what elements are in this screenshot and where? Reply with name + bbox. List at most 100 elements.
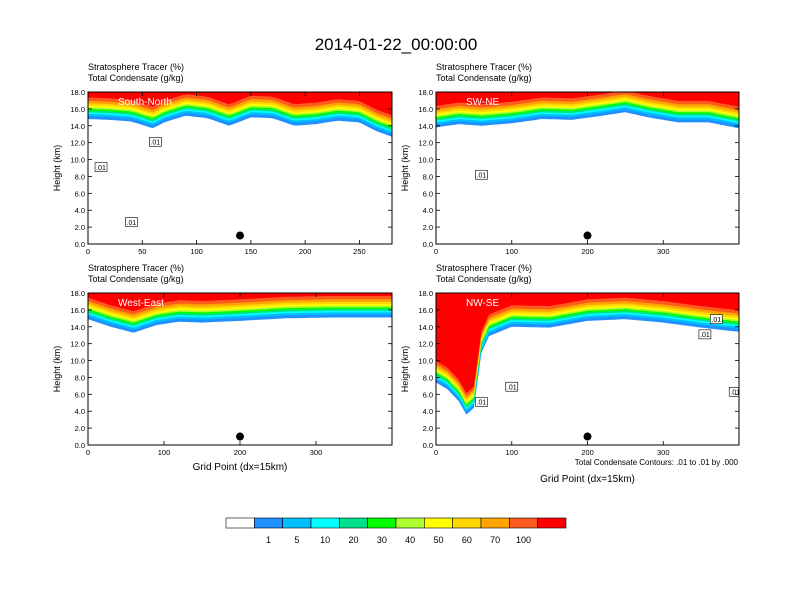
colorbar-swatch-7: [424, 517, 453, 529]
xtick-label: 100: [158, 448, 171, 457]
xtick-label: 0: [86, 448, 90, 457]
colorbar-label: 70: [490, 535, 500, 545]
colorbar-swatch-9: [480, 517, 510, 529]
panel-subtitle: Total Condensate (g/kg): [436, 73, 532, 83]
ytick-label: 2.0: [423, 223, 433, 232]
contour-label-box: [728, 386, 739, 397]
xtick-label: 200: [234, 448, 247, 457]
ytick-label: 0.0: [423, 240, 433, 249]
ytick-label: 10.0: [70, 156, 85, 165]
ytick-label: 8.0: [75, 172, 85, 181]
xtick-label: 0: [434, 448, 438, 457]
panel-label: West-East: [118, 298, 164, 309]
ytick-label: 18.0: [70, 289, 85, 298]
contour-footnote: Total Condensate Contours: .01 to .01 by…: [575, 458, 739, 467]
panels-group: Stratosphere Tracer (%)Total Condensate …: [52, 62, 740, 485]
ytick-label: 8.0: [423, 172, 433, 181]
contour-label: .01: [96, 165, 106, 172]
ytick-label: 0.0: [75, 441, 85, 450]
tracer-band-10: [436, 293, 739, 394]
contour-label-box: [698, 329, 712, 340]
colorbar-label: 40: [405, 535, 415, 545]
contour-label: .01: [711, 317, 721, 324]
ytick-label: 16.0: [418, 306, 433, 315]
panel-subtitle: Stratosphere Tracer (%): [88, 263, 184, 273]
contour-label: .01: [477, 400, 487, 407]
ytick-label: 14.0: [418, 323, 433, 332]
colorbar-label: 30: [377, 535, 387, 545]
panel-nw-se: Stratosphere Tracer (%) Total Condensate …: [400, 263, 740, 485]
ytick-label: 10.0: [70, 357, 85, 366]
ytick-label: 0.0: [423, 441, 433, 450]
xtick-label: 100: [505, 448, 518, 457]
ytick-label: 4.0: [423, 407, 433, 416]
contour-label: .01: [150, 140, 160, 147]
ytick-label: 6.0: [423, 189, 433, 198]
ytick-label: 18.0: [70, 88, 85, 97]
xtick-label: 200: [581, 247, 594, 256]
xtick-label: 0: [86, 247, 90, 256]
ytick-label: 4.0: [423, 206, 433, 215]
ytick-label: 10.0: [418, 357, 433, 366]
xtick-label: 100: [505, 247, 518, 256]
ytick-label: 16.0: [70, 105, 85, 114]
colorbar-label: 100: [516, 535, 531, 545]
panel-subtitle: Stratosphere Tracer (%): [436, 62, 532, 72]
contour-label-box: [475, 397, 488, 407]
ytick-label: 4.0: [75, 407, 85, 416]
colorbar-swatch-11: [537, 517, 567, 529]
ytick-label: 18.0: [418, 88, 433, 97]
y-axis-label: Height (km): [400, 145, 410, 192]
x-axis-label: Grid Point (dx=15km): [540, 474, 635, 485]
contour-label: .01: [730, 390, 740, 397]
ytick-label: 4.0: [75, 206, 85, 215]
colorbar-label: 50: [433, 535, 443, 545]
panel-label: South-North: [118, 97, 172, 108]
colorbar-label: 5: [294, 535, 299, 545]
contour-label-box: [505, 381, 519, 392]
x-axis-label: Grid Point (dx=15km): [193, 462, 288, 473]
y-axis-label: Height (km): [52, 346, 62, 393]
panel-west-east: Stratosphere Tracer (%)Total Condensate …: [52, 263, 393, 473]
colorbar-swatch-3: [310, 517, 340, 529]
colorbar-label: 60: [462, 535, 472, 545]
location-marker: [583, 432, 592, 441]
panel-label: NW-SE: [466, 298, 499, 309]
xtick-label: 300: [310, 448, 323, 457]
panel-subtitle: Stratosphere Tracer (%): [88, 62, 184, 72]
contour-label: .01: [477, 173, 487, 180]
tracer-band-1: [436, 293, 739, 412]
xtick-label: 300: [657, 247, 670, 256]
colorbar-swatch-0: [225, 517, 255, 529]
contour-label-box: [475, 169, 488, 180]
location-marker: [236, 432, 244, 441]
panel-subtitle: Stratosphere Tracer (%): [436, 263, 532, 273]
contour-label-box: [125, 217, 138, 227]
panel-subtitle: Total Condensate (g/kg): [88, 274, 184, 284]
colorbar-label: 10: [320, 535, 330, 545]
ytick-label: 12.0: [418, 340, 433, 349]
panel-label: SW-NE: [466, 97, 499, 108]
panel-subtitle: Total Condensate (g/kg): [88, 73, 184, 83]
ytick-label: 10.0: [418, 156, 433, 165]
xtick-label: 200: [299, 247, 312, 256]
xtick-label: 150: [245, 247, 258, 256]
colorbar-swatch-10: [509, 517, 538, 529]
panel-sw-ne: Stratosphere Tracer (%)Total Condensate …: [400, 62, 740, 256]
xtick-label: 0: [434, 247, 438, 256]
xtick-label: 100: [190, 247, 203, 256]
ytick-label: 8.0: [75, 373, 85, 382]
ytick-label: 12.0: [70, 340, 85, 349]
ytick-label: 14.0: [418, 122, 433, 131]
xtick-label: 250: [353, 247, 366, 256]
colorbar-swatch-5: [367, 517, 397, 529]
figure-title: 2014-01-22_00:00:00: [315, 35, 478, 54]
ytick-label: 16.0: [70, 306, 85, 315]
colorbar: 1 5 10 20 30 40 50 60 70 100: [225, 517, 567, 545]
colorbar-swatch-6: [395, 517, 425, 529]
contour-label: .01: [507, 385, 517, 392]
plot-area: .01 .01 .01 .01 .01 NW-SE: [436, 293, 740, 445]
colorbar-swatch-2: [282, 517, 312, 529]
location-marker: [236, 231, 244, 240]
